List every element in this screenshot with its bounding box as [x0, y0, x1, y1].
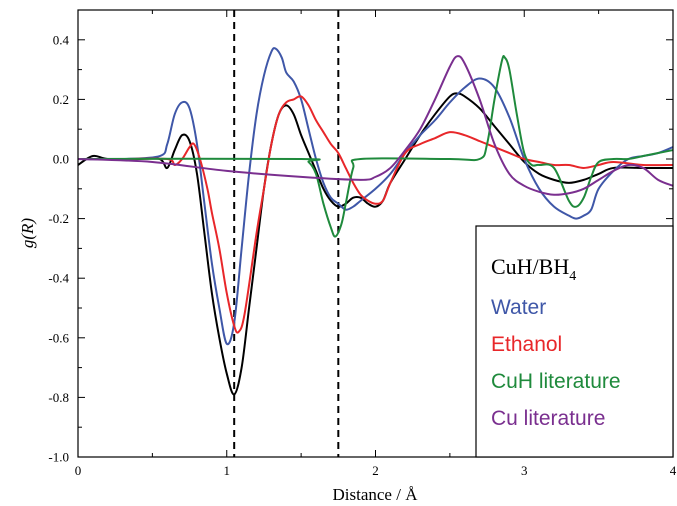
- y-axis-title: g(R): [18, 218, 37, 249]
- series-line-ethanol: [78, 95, 674, 334]
- legend: CuH/BH4 Water Ethanol CuH literature Cu lit…: [475, 225, 674, 458]
- y-tick-label: 0.2: [53, 92, 69, 107]
- y-tick-label: -1.0: [48, 450, 69, 465]
- y-tick-label: -0.6: [48, 330, 69, 345]
- legend-title-subscript: 4: [569, 269, 576, 284]
- reference-lines: [233, 10, 340, 457]
- legend-entry: CuH literature: [491, 370, 621, 393]
- series-layer: [77, 47, 674, 396]
- series-line-cu-literature: [77, 55, 674, 196]
- legend-entry: Cu literature: [491, 407, 605, 430]
- legend-box: [475, 225, 674, 458]
- legend-title-main: CuH/BH: [491, 254, 569, 279]
- series-line-unlabeled: [77, 92, 673, 396]
- x-tick-label: 2: [372, 463, 379, 478]
- legend-items: Water Ethanol CuH literature Cu literature: [491, 296, 621, 430]
- y-tick-label: -0.8: [48, 390, 69, 405]
- series-line-cuh-literature: [77, 55, 674, 238]
- x-tick-label: 1: [224, 463, 231, 478]
- y-tick-label: -0.4: [48, 271, 69, 286]
- legend-title: CuH/BH4: [491, 254, 576, 284]
- x-tick-label: 3: [521, 463, 528, 478]
- y-tick-label: -0.2: [48, 211, 69, 226]
- x-tick-label: 0: [75, 463, 82, 478]
- y-tick-label: 0.4: [53, 32, 70, 47]
- legend-entry: Water: [491, 296, 546, 319]
- x-axis-title: Distance / Å: [333, 485, 419, 504]
- x-tick-label: 4: [670, 463, 677, 478]
- series-line-water: [77, 47, 674, 346]
- tick-labels: 0 1 2 3 4 -1.0 -0.8 -0.6 -0.4 -0.2 0.0 0.2 0.4: [48, 32, 676, 478]
- legend-entry: Ethanol: [491, 333, 562, 356]
- y-tick-label: 0.0: [53, 152, 69, 167]
